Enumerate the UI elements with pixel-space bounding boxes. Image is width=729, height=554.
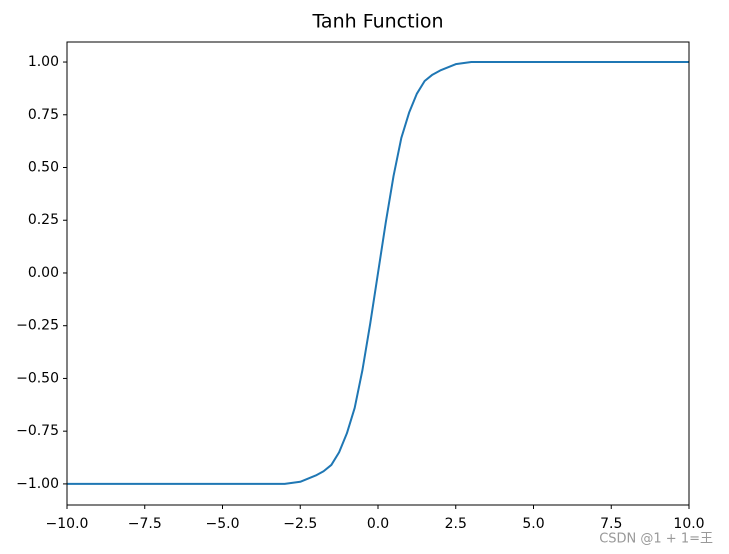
y-tick-label: −0.75 (16, 423, 59, 439)
x-tick-label: 10.0 (673, 516, 704, 532)
y-tick-label: 0.75 (28, 107, 59, 123)
watermark: CSDN @1 + 1=王 (599, 532, 713, 547)
x-tick-label: −5.0 (206, 516, 240, 532)
y-tick-label: 0.25 (28, 212, 59, 228)
x-tick-label: −10.0 (46, 516, 89, 532)
y-tick-label: −1.00 (16, 476, 59, 492)
chart-title: Tanh Function (311, 11, 443, 33)
line-series (67, 61, 689, 485)
x-tick-label: 7.5 (600, 516, 622, 532)
x-tick-label: 0.0 (367, 516, 389, 532)
y-tick-label: −0.50 (16, 370, 59, 386)
y-tick-label: −0.25 (16, 318, 59, 334)
x-tick-label: 5.0 (522, 516, 544, 532)
plot-frame (66, 41, 690, 506)
x-tick-label: −7.5 (128, 516, 162, 532)
y-tick-label: 0.50 (28, 160, 59, 176)
y-tick-label: 1.00 (28, 54, 59, 70)
y-tick-label: 0.00 (28, 265, 59, 281)
x-tick-label: −2.5 (283, 516, 317, 532)
x-tick-label: 2.5 (445, 516, 467, 532)
